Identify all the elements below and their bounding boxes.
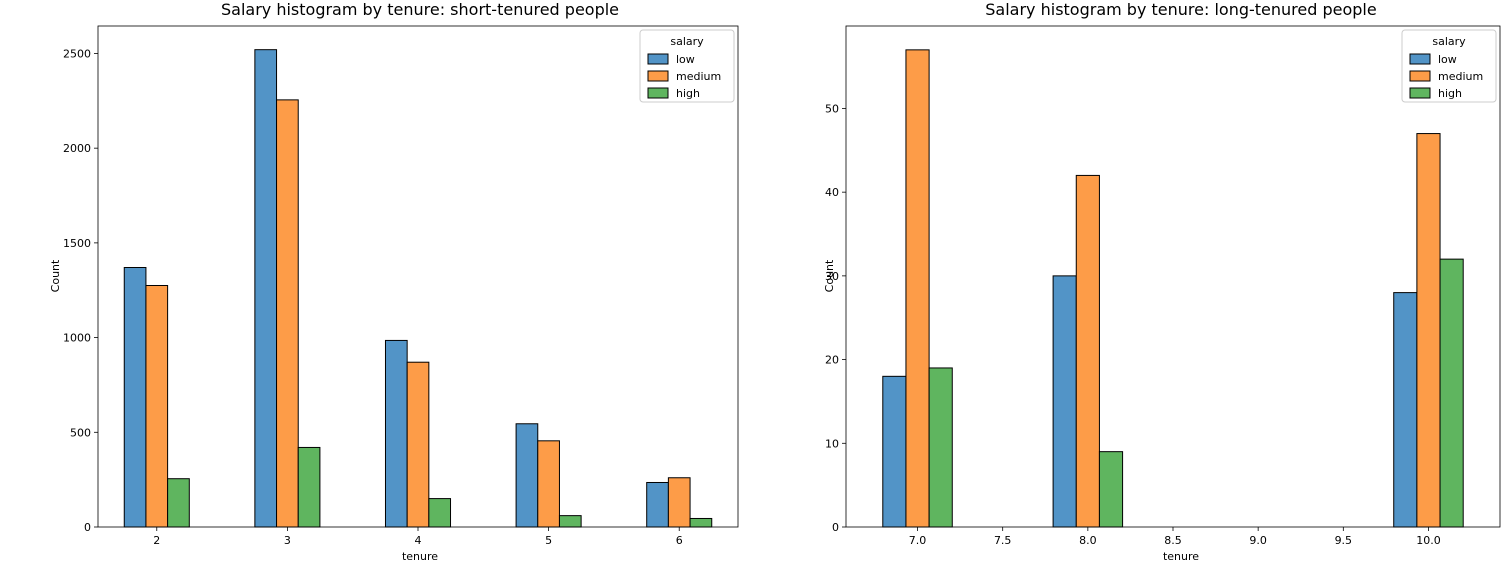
legend-swatch-low xyxy=(647,53,669,65)
x-tick-label: 8.0 xyxy=(1079,534,1097,547)
x-ticks: 2 3 4 5 6 xyxy=(153,527,683,547)
x-axis-label: tenure xyxy=(1163,550,1199,563)
legend: salary low medium high xyxy=(639,29,735,103)
y-tick-label: 2500 xyxy=(63,47,91,60)
legend: salary low medium high xyxy=(1401,29,1497,103)
legend-label-low: low xyxy=(676,53,695,66)
bar-low-5 xyxy=(515,423,539,528)
y-ticks: 0 10 20 30 40 50 xyxy=(825,102,846,534)
x-tick-label: 9.0 xyxy=(1249,534,1267,547)
y-tick-label: 10 xyxy=(825,437,839,450)
y-tick-label: 50 xyxy=(825,102,839,115)
bar-medium-10 xyxy=(1416,133,1441,528)
y-tick-label: 500 xyxy=(70,426,91,439)
bar-medium-7 xyxy=(905,49,930,528)
bar-medium-8 xyxy=(1075,174,1100,528)
y-ticks: 0 500 1000 1500 2000 2500 xyxy=(63,47,98,534)
bar-high-6 xyxy=(689,517,713,528)
axes-frame xyxy=(97,25,739,528)
bar-low-7 xyxy=(882,375,907,528)
legend-label-low: low xyxy=(1438,53,1457,66)
chart-short-tenured: Salary histogram by tenure: short-tenure… xyxy=(49,0,739,563)
legend-title: salary xyxy=(670,35,704,48)
bar-low-8 xyxy=(1052,275,1077,528)
legend-swatch-high xyxy=(1409,87,1431,99)
bars xyxy=(882,49,1464,528)
x-tick-label: 5 xyxy=(545,534,552,547)
bar-medium-5 xyxy=(537,440,560,528)
y-tick-label: 20 xyxy=(825,354,839,367)
bar-high-4 xyxy=(428,498,452,528)
bar-medium-4 xyxy=(406,361,430,528)
bar-medium-3 xyxy=(276,99,299,528)
y-tick-label: 40 xyxy=(825,186,839,199)
x-tick-label: 8.5 xyxy=(1164,534,1182,547)
y-tick-label: 0 xyxy=(84,521,91,534)
y-tick-label: 30 xyxy=(825,270,839,283)
y-tick-label: 0 xyxy=(832,521,839,534)
bars xyxy=(123,49,713,528)
x-tick-label: 6 xyxy=(676,534,683,547)
x-tick-label: 10.0 xyxy=(1416,534,1441,547)
bar-low-3 xyxy=(254,49,278,528)
x-tick-label: 2 xyxy=(153,534,160,547)
x-tick-label: 4 xyxy=(415,534,422,547)
bar-medium-2 xyxy=(145,284,169,528)
bar-low-6 xyxy=(646,481,669,528)
bar-low-4 xyxy=(384,339,408,528)
bar-high-5 xyxy=(558,515,582,528)
chart-long-tenured: Salary histogram by tenure: long-tenured… xyxy=(823,0,1501,563)
y-axis-label: Count xyxy=(823,259,836,292)
y-tick-label: 1500 xyxy=(63,237,91,250)
y-axis-label: Count xyxy=(49,259,62,292)
y-tick-label: 1000 xyxy=(63,332,91,345)
chart-title: Salary histogram by tenure: short-tenure… xyxy=(221,0,619,19)
bar-low-10 xyxy=(1393,292,1418,528)
bar-high-3 xyxy=(297,446,321,528)
chart-title: Salary histogram by tenure: long-tenured… xyxy=(985,0,1376,19)
legend-swatch-high xyxy=(647,87,669,99)
bar-high-10 xyxy=(1439,258,1464,528)
bar-medium-6 xyxy=(667,477,691,528)
x-tick-label: 3 xyxy=(284,534,291,547)
x-tick-label: 7.0 xyxy=(909,534,927,547)
legend-box xyxy=(639,29,735,103)
legend-label-medium: medium xyxy=(676,70,721,83)
legend-label-high: high xyxy=(676,87,700,100)
legend-swatch-low xyxy=(1409,53,1431,65)
x-tick-label: 7.5 xyxy=(994,534,1012,547)
legend-title: salary xyxy=(1432,35,1466,48)
bar-high-8 xyxy=(1098,451,1124,528)
legend-swatch-medium xyxy=(1409,70,1431,82)
bar-high-7 xyxy=(928,367,953,528)
legend-label-medium: medium xyxy=(1438,70,1483,83)
y-tick-label: 2000 xyxy=(63,142,91,155)
axes-frame xyxy=(845,25,1501,528)
legend-label-high: high xyxy=(1438,87,1462,100)
legend-box xyxy=(1401,29,1497,103)
x-axis-label: tenure xyxy=(402,550,438,563)
x-ticks: 7.0 7.5 8.0 8.5 9.0 9.5 10.0 xyxy=(909,527,1441,547)
legend-swatch-medium xyxy=(647,70,669,82)
bar-low-2 xyxy=(123,267,147,528)
x-tick-label: 9.5 xyxy=(1335,534,1353,547)
bar-high-2 xyxy=(167,478,190,528)
